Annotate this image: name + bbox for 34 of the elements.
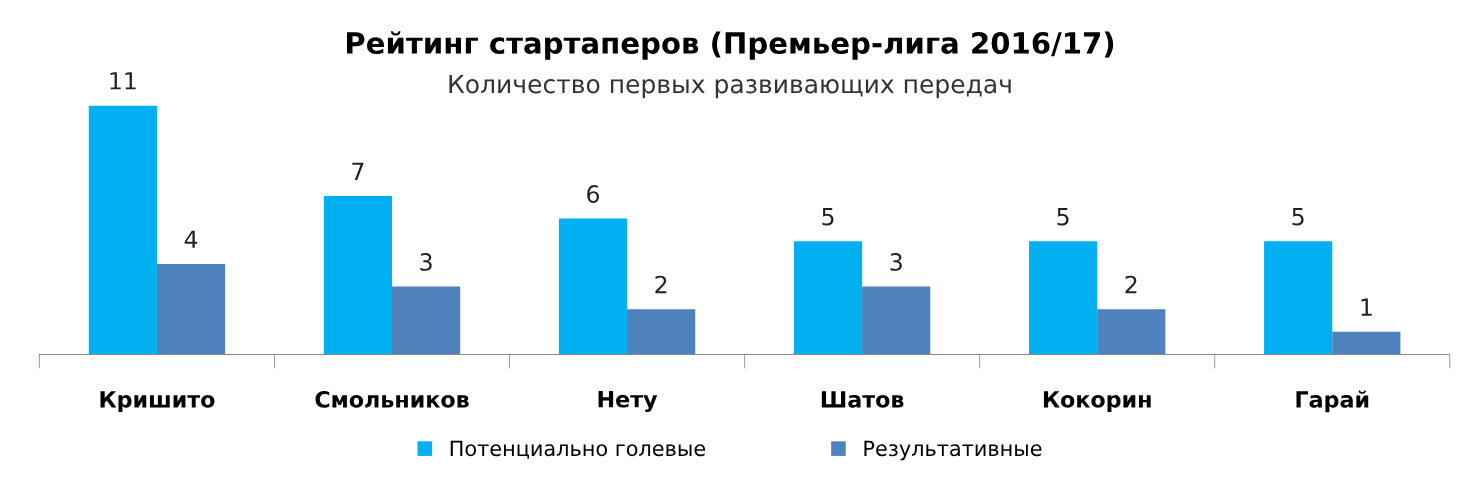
bar bbox=[392, 286, 461, 355]
x-tick-label: Кокорин bbox=[1043, 391, 1151, 413]
legend-label: Потенциально голевые bbox=[450, 440, 706, 459]
data-label: 11 bbox=[110, 72, 136, 90]
bar bbox=[156, 263, 226, 355]
legend-label: Результативные bbox=[864, 440, 1042, 461]
bar bbox=[793, 241, 863, 355]
x-tick-label: Кришито bbox=[100, 391, 215, 413]
chart-title: Рейтинг стартаперов (Премьер-лига 2016/17) bbox=[347, 31, 1114, 60]
data-label: 2 bbox=[1125, 275, 1137, 294]
chart-subtitle: Количество первых развивающих передач bbox=[449, 74, 1011, 99]
bar bbox=[88, 105, 157, 355]
bar bbox=[862, 286, 931, 355]
data-label: 3 bbox=[890, 252, 902, 271]
data-label: 2 bbox=[655, 275, 667, 294]
bar bbox=[323, 195, 393, 355]
bar bbox=[1264, 241, 1333, 355]
x-tick-label: Смольников bbox=[315, 390, 469, 408]
data-label: 5 bbox=[1057, 208, 1069, 226]
bar bbox=[558, 218, 628, 355]
data-label: 5 bbox=[822, 208, 834, 226]
data-label: 7 bbox=[352, 162, 364, 180]
data-label: 5 bbox=[1292, 208, 1304, 226]
bar bbox=[627, 309, 696, 355]
data-label: 1 bbox=[1361, 298, 1372, 316]
x-tick-label: Нету bbox=[598, 391, 658, 413]
bar bbox=[1029, 241, 1098, 355]
data-label: 6 bbox=[587, 185, 600, 203]
bar bbox=[1097, 309, 1166, 355]
x-tick-label: Гарай bbox=[1296, 390, 1369, 413]
bar bbox=[1332, 331, 1401, 355]
x-tick-label: Шатов bbox=[821, 391, 904, 408]
data-label: 3 bbox=[420, 252, 432, 271]
data-label: 4 bbox=[184, 230, 198, 248]
